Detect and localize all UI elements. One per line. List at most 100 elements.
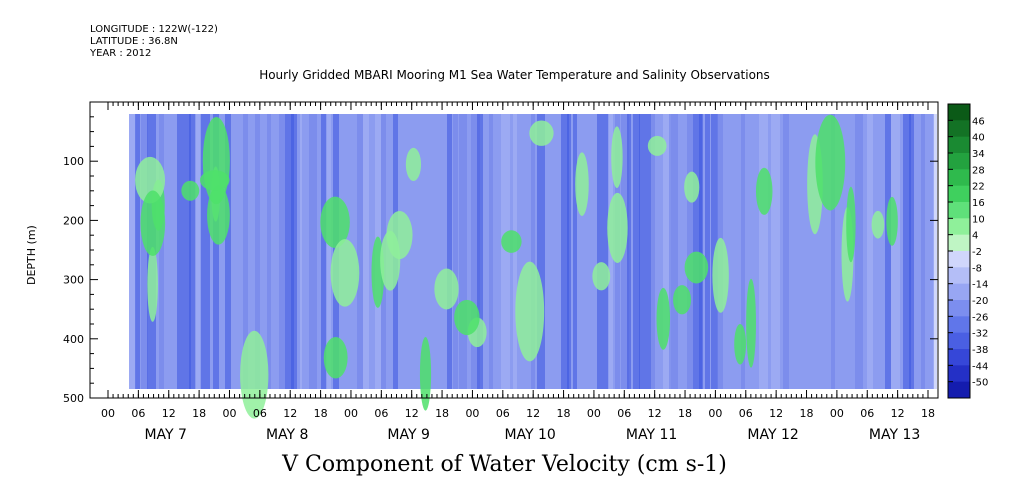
x-day-label: MAY 13 xyxy=(869,427,920,443)
blue-streak xyxy=(225,114,231,389)
y-tick-label: 500 xyxy=(63,392,84,405)
colorbar-segment xyxy=(948,251,970,268)
green-patch xyxy=(746,278,756,368)
green-patch xyxy=(607,192,628,263)
x-hour-label: 12 xyxy=(283,407,297,420)
blue-streak xyxy=(201,114,210,389)
x-hour-label: 00 xyxy=(465,407,479,420)
blue-streak xyxy=(639,114,645,389)
x-hour-label: 00 xyxy=(708,407,722,420)
blue-streak xyxy=(195,114,200,389)
green-patch xyxy=(320,196,350,248)
x-hour-label: 18 xyxy=(557,407,571,420)
blue-streak xyxy=(687,114,693,389)
x-hour-label: 12 xyxy=(891,407,905,420)
x-hour-label: 06 xyxy=(131,407,145,420)
green-patch xyxy=(323,336,348,379)
blue-streak xyxy=(627,114,631,389)
blue-streak xyxy=(561,114,569,389)
blue-streak xyxy=(285,114,294,389)
blue-streak xyxy=(363,114,369,389)
green-patch xyxy=(734,323,747,365)
x-day-label: MAY 8 xyxy=(266,427,308,443)
x-hour-label: 06 xyxy=(739,407,753,420)
x-hour-label: 00 xyxy=(830,407,844,420)
x-hour-label: 18 xyxy=(435,407,449,420)
x-hour-label: 12 xyxy=(526,407,540,420)
colorbar-label: -20 xyxy=(972,296,988,307)
blue-streak xyxy=(279,114,285,389)
colorbar-segment xyxy=(948,218,970,236)
blue-streak xyxy=(597,114,603,389)
green-patch xyxy=(135,156,166,204)
green-patch xyxy=(611,126,623,189)
x-hour-label: 00 xyxy=(101,407,115,420)
blue-streak xyxy=(741,114,745,389)
green-patch xyxy=(330,239,360,307)
colorbar-segment xyxy=(948,381,970,399)
colorbar-label: -38 xyxy=(972,345,988,356)
green-patch xyxy=(434,268,459,310)
blue-streak xyxy=(453,114,458,389)
x-day-label: MAY 11 xyxy=(626,427,677,443)
green-patch xyxy=(202,116,230,205)
green-patch xyxy=(575,152,589,216)
colorbar-segment xyxy=(948,202,970,219)
blue-streak xyxy=(705,114,710,389)
blue-streak xyxy=(699,114,703,389)
x-hour-label: 12 xyxy=(162,407,176,420)
y-tick-label: 100 xyxy=(63,155,84,168)
colorbar-label: 4 xyxy=(972,231,978,242)
blue-streak xyxy=(357,114,363,389)
blue-streak xyxy=(267,114,271,389)
x-hour-label: 06 xyxy=(496,407,510,420)
blue-streak xyxy=(297,114,302,389)
colorbar-label: -26 xyxy=(972,312,988,323)
green-patch xyxy=(846,186,856,263)
blue-streak xyxy=(459,114,467,389)
x-hour-label: 12 xyxy=(769,407,783,420)
blue-streak xyxy=(177,114,183,389)
colorbar-segment xyxy=(948,316,970,334)
green-patch xyxy=(684,171,700,203)
x-hour-label: 18 xyxy=(678,407,692,420)
blue-streak xyxy=(471,114,480,389)
y-tick-label: 400 xyxy=(63,333,84,346)
green-patch xyxy=(755,167,773,215)
green-patch xyxy=(656,287,671,350)
blue-streak xyxy=(135,114,140,389)
blue-streak xyxy=(633,114,640,389)
x-hour-label: 18 xyxy=(800,407,814,420)
colorbar-label: -8 xyxy=(972,263,982,274)
green-patch xyxy=(380,230,401,291)
x-hour-label: 12 xyxy=(648,407,662,420)
green-patch xyxy=(815,114,846,211)
blue-streak xyxy=(921,114,925,389)
blue-streak xyxy=(663,114,671,389)
blue-streak xyxy=(537,114,545,389)
colorbar-segment xyxy=(948,267,970,285)
green-patch xyxy=(712,237,729,313)
blue-streak xyxy=(693,114,702,389)
blue-streak xyxy=(141,114,148,389)
colorbar-segment xyxy=(948,169,970,187)
chart-title-text: Hourly Gridded MBARI Mooring M1 Sea Wate… xyxy=(259,68,770,82)
green-patch xyxy=(181,180,200,201)
blue-streak xyxy=(867,114,873,389)
x-day-label: MAY 12 xyxy=(747,427,798,443)
colorbar-segment xyxy=(948,185,970,203)
x-hour-label: 18 xyxy=(921,407,935,420)
blue-streak xyxy=(477,114,483,389)
x-hour-label: 06 xyxy=(253,407,267,420)
blue-streak xyxy=(327,114,331,389)
colorbar-label: -14 xyxy=(972,280,988,291)
blue-streak xyxy=(933,114,937,389)
green-patch xyxy=(454,299,480,336)
x-hour-label: 18 xyxy=(192,407,206,420)
green-patch xyxy=(147,246,158,322)
green-patch xyxy=(240,330,269,419)
blue-streak xyxy=(831,114,835,389)
x-hour-label: 12 xyxy=(405,407,419,420)
colorbar-label: 10 xyxy=(972,214,985,225)
